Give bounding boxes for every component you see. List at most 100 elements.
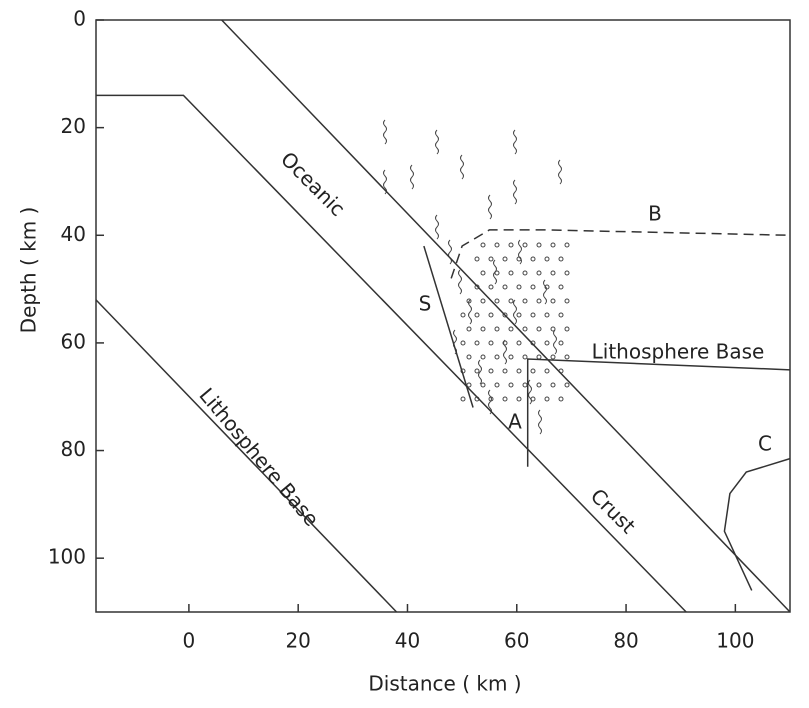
melt-dot: [516, 284, 522, 290]
melt-squiggle: [435, 214, 439, 240]
line-series: [423, 245, 474, 408]
melt-dot: [516, 256, 522, 262]
melt-squiggle: [460, 154, 464, 180]
melt-dot: [474, 368, 480, 374]
y-tick-label: 20: [61, 114, 86, 138]
melt-dot: [564, 298, 570, 304]
melt-dot: [558, 396, 564, 402]
melt-dot: [536, 382, 542, 388]
melt-squiggle: [435, 129, 439, 155]
melt-dot: [550, 242, 556, 248]
melt-dot: [522, 382, 528, 388]
melt-dot: [494, 298, 500, 304]
melt-squiggle: [513, 129, 517, 155]
melt-dot: [536, 354, 542, 360]
melt-dot: [488, 396, 494, 402]
melt-squiggle: [468, 299, 472, 325]
annotation: S: [419, 292, 432, 316]
melt-dot: [516, 368, 522, 374]
melt-dot: [544, 312, 550, 318]
annotation: B: [648, 202, 662, 226]
melt-dot: [550, 298, 556, 304]
melt-dot: [530, 312, 536, 318]
melt-dot: [558, 312, 564, 318]
melt-dot: [488, 312, 494, 318]
melt-dot: [564, 326, 570, 332]
melt-squiggle: [410, 164, 414, 190]
melt-squiggle: [383, 119, 387, 145]
melt-dot: [480, 382, 486, 388]
melt-squiggle: [503, 339, 507, 365]
melt-dot: [508, 242, 514, 248]
melt-dot: [502, 312, 508, 318]
melt-dot: [550, 270, 556, 276]
y-tick-label: 0: [73, 7, 86, 31]
melt-dot: [488, 340, 494, 346]
y-axis-label: Depth ( km ): [17, 207, 41, 334]
x-tick-label: 40: [395, 629, 420, 653]
melt-dot: [530, 396, 536, 402]
melt-dot: [480, 298, 486, 304]
melt-squiggle: [383, 169, 387, 195]
melt-dot: [558, 256, 564, 262]
melt-dot: [474, 312, 480, 318]
melt-dot: [550, 326, 556, 332]
melt-dot: [494, 326, 500, 332]
melt-dot: [508, 382, 514, 388]
melt-dot: [494, 242, 500, 248]
melt-squiggle: [488, 194, 492, 220]
melt-dot: [522, 326, 528, 332]
melt-dot: [480, 354, 486, 360]
melt-dot: [564, 354, 570, 360]
melt-dot: [494, 270, 500, 276]
melt-dot: [488, 284, 494, 290]
melt-dot: [536, 326, 542, 332]
melt-dot: [466, 326, 472, 332]
melt-dot: [480, 270, 486, 276]
melt-dot: [460, 396, 466, 402]
melt-dot: [544, 368, 550, 374]
melt-dot: [488, 256, 494, 262]
melt-dot: [508, 270, 514, 276]
line-series: [450, 229, 791, 279]
melt-dot: [480, 242, 486, 248]
melt-dot: [488, 368, 494, 374]
melt-dot: [502, 368, 508, 374]
melt-squiggle: [558, 159, 562, 185]
line-series: [221, 19, 791, 613]
melt-dot: [502, 396, 508, 402]
melt-dot: [508, 298, 514, 304]
melt-dot: [502, 284, 508, 290]
annotation: Oceanic: [276, 147, 350, 221]
melt-dot: [522, 298, 528, 304]
y-tick-label: 100: [48, 545, 86, 569]
melt-squiggle: [488, 389, 492, 415]
annotation: Lithosphere Base: [194, 383, 323, 531]
x-axis-label: Distance ( km ): [368, 672, 521, 696]
melt-squiggle: [448, 239, 452, 265]
melt-dot: [466, 354, 472, 360]
melt-dot: [564, 242, 570, 248]
melt-dot: [564, 382, 570, 388]
melt-dot: [550, 382, 556, 388]
melt-dot: [502, 340, 508, 346]
melt-squiggle: [458, 269, 462, 295]
melt-dot: [544, 256, 550, 262]
melt-dot: [516, 340, 522, 346]
annotation: A: [508, 410, 522, 434]
line-series: [526, 358, 791, 467]
melt-dot: [550, 354, 556, 360]
x-tick-label: 80: [613, 629, 638, 653]
x-tick-label: 20: [285, 629, 310, 653]
x-tick-label: 60: [504, 629, 529, 653]
melt-dot: [536, 242, 542, 248]
melt-dot: [522, 354, 528, 360]
annotation: Lithosphere Base: [592, 340, 765, 364]
melt-squiggle: [513, 299, 517, 325]
melt-dot: [544, 396, 550, 402]
melt-dot: [516, 312, 522, 318]
melt-dot: [564, 270, 570, 276]
melt-dot: [522, 242, 528, 248]
x-tick-label: 100: [716, 629, 754, 653]
